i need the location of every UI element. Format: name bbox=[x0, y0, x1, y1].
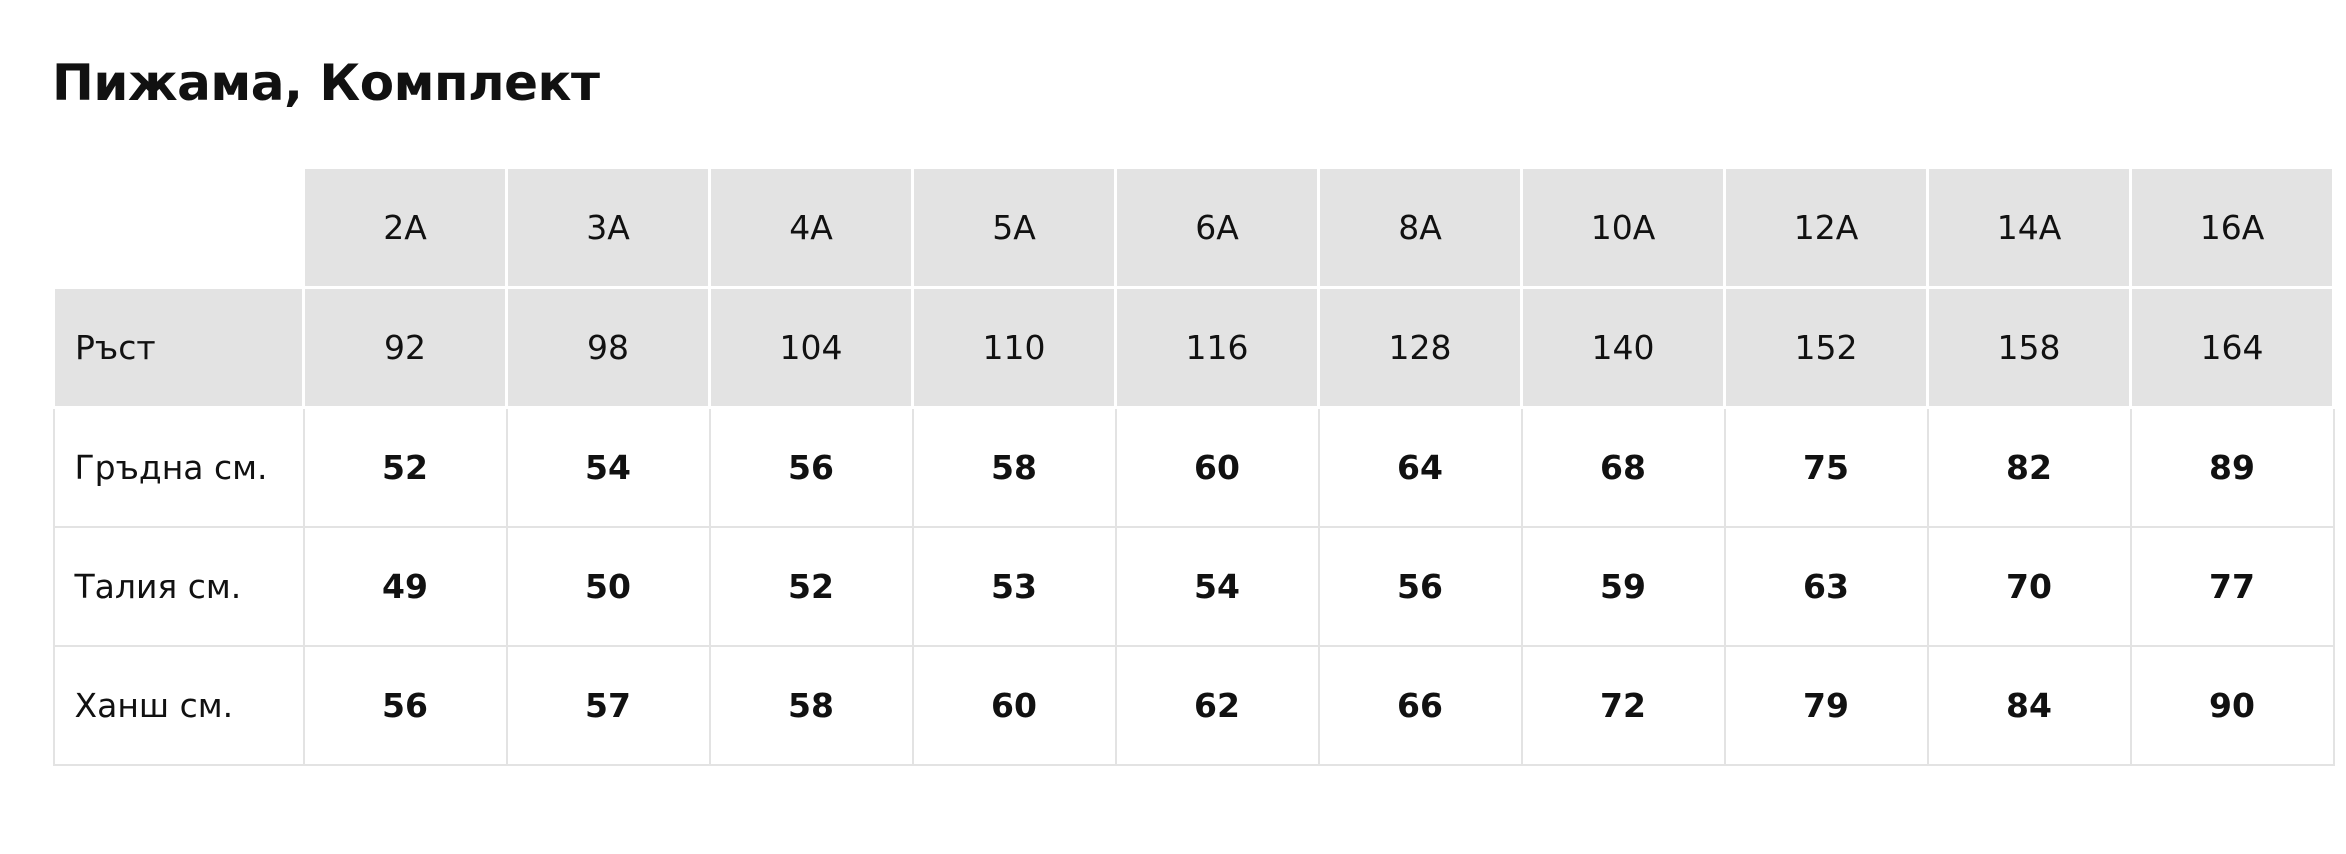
cell-value: 152 bbox=[1723, 286, 1929, 409]
size-header: 8A bbox=[1317, 166, 1523, 289]
size-header: 16A bbox=[2129, 166, 2335, 289]
cell-value: 56 bbox=[1317, 526, 1523, 647]
size-header: 4A bbox=[708, 166, 914, 289]
size-header: 3A bbox=[505, 166, 711, 289]
row-label: Ръст bbox=[52, 286, 305, 409]
cell-value: 58 bbox=[708, 645, 914, 766]
cell-value: 64 bbox=[1317, 406, 1523, 528]
table-row: Талия см. 49 50 52 53 54 56 59 63 70 77 bbox=[52, 526, 2335, 647]
cell-value: 110 bbox=[911, 286, 1117, 409]
cell-value: 116 bbox=[1114, 286, 1320, 409]
cell-value: 72 bbox=[1520, 645, 1726, 766]
cell-value: 49 bbox=[302, 526, 508, 647]
header-row: 2A 3A 4A 5A 6A 8A 10A 12A 14A 16A bbox=[52, 166, 2335, 289]
cell-value: 104 bbox=[708, 286, 914, 409]
cell-value: 56 bbox=[302, 645, 508, 766]
table-row: Гръдна см. 52 54 56 58 60 64 68 75 82 89 bbox=[52, 406, 2335, 528]
cell-value: 84 bbox=[1926, 645, 2132, 766]
cell-value: 68 bbox=[1520, 406, 1726, 528]
size-header: 14A bbox=[1926, 166, 2132, 289]
cell-value: 62 bbox=[1114, 645, 1320, 766]
cell-value: 59 bbox=[1520, 526, 1726, 647]
cell-value: 140 bbox=[1520, 286, 1726, 409]
cell-value: 75 bbox=[1723, 406, 1929, 528]
table-row: Ръст 92 98 104 110 116 128 140 152 158 164 bbox=[52, 286, 2335, 409]
cell-value: 66 bbox=[1317, 645, 1523, 766]
cell-value: 56 bbox=[708, 406, 914, 528]
size-header: 12A bbox=[1723, 166, 1929, 289]
size-header: 10A bbox=[1520, 166, 1726, 289]
size-table: 2A 3A 4A 5A 6A 8A 10A 12A 14A 16A Ръст 92 98 104 110 11… bbox=[52, 166, 2335, 766]
cell-value: 98 bbox=[505, 286, 711, 409]
row-label: Ханш см. bbox=[52, 645, 305, 766]
cell-value: 92 bbox=[302, 286, 508, 409]
row-label: Гръдна см. bbox=[52, 406, 305, 528]
size-header: 5A bbox=[911, 166, 1117, 289]
cell-value: 52 bbox=[302, 406, 508, 528]
cell-value: 70 bbox=[1926, 526, 2132, 647]
cell-value: 53 bbox=[911, 526, 1117, 647]
cell-value: 79 bbox=[1723, 645, 1929, 766]
cell-value: 128 bbox=[1317, 286, 1523, 409]
page-title: Пижама, Комплект bbox=[52, 54, 600, 112]
cell-value: 54 bbox=[1114, 526, 1320, 647]
corner-cell bbox=[52, 166, 305, 289]
cell-value: 158 bbox=[1926, 286, 2132, 409]
cell-value: 90 bbox=[2129, 645, 2335, 766]
cell-value: 63 bbox=[1723, 526, 1929, 647]
cell-value: 58 bbox=[911, 406, 1117, 528]
size-header: 2A bbox=[302, 166, 508, 289]
cell-value: 52 bbox=[708, 526, 914, 647]
table-row: Ханш см. 56 57 58 60 62 66 72 79 84 90 bbox=[52, 645, 2335, 766]
row-label: Талия см. bbox=[52, 526, 305, 647]
cell-value: 50 bbox=[505, 526, 711, 647]
cell-value: 54 bbox=[505, 406, 711, 528]
cell-value: 89 bbox=[2129, 406, 2335, 528]
cell-value: 60 bbox=[1114, 406, 1320, 528]
cell-value: 164 bbox=[2129, 286, 2335, 409]
cell-value: 82 bbox=[1926, 406, 2132, 528]
cell-value: 57 bbox=[505, 645, 711, 766]
size-header: 6A bbox=[1114, 166, 1320, 289]
cell-value: 77 bbox=[2129, 526, 2335, 647]
cell-value: 60 bbox=[911, 645, 1117, 766]
